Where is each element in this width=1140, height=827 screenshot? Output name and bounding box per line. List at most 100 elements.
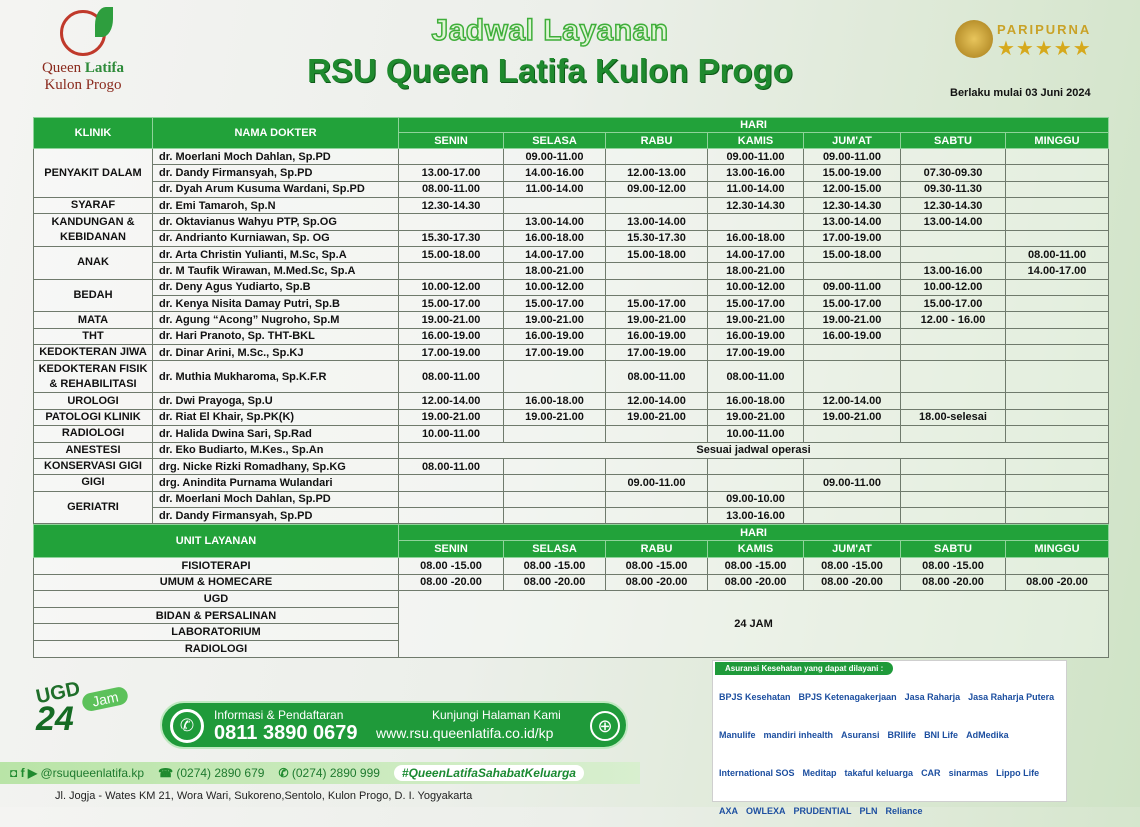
insurance-logo: sinarmas bbox=[948, 768, 989, 778]
schedule-cell bbox=[1004, 197, 1110, 215]
day-header: SELASA bbox=[503, 132, 606, 149]
doctor-name: dr. Hari Pranoto, Sp. THT-BKL bbox=[152, 327, 399, 346]
schedule-cell: 08.00 -15.00 bbox=[503, 557, 606, 575]
schedule-cell bbox=[900, 490, 1006, 508]
schedule-cell bbox=[503, 360, 606, 394]
schedule-cell: 11.00-14.00 bbox=[707, 180, 804, 199]
accreditation-label: PARIPURNA bbox=[997, 22, 1092, 37]
schedule-cell: 15.00-17.00 bbox=[398, 295, 504, 313]
table-row: KEDOKTERAN JIWA dr. Dinar Arini, M.Sc., S… bbox=[33, 344, 1110, 362]
schedule-cell: 17.00-19.00 bbox=[503, 344, 606, 362]
whatsapp-number[interactable]: 0811 3890 0679 bbox=[214, 722, 358, 744]
schedule-cell bbox=[900, 392, 1006, 410]
doctor-schedule-table: KLINIK NAMA DOKTER HARI SENIN SELASA RABU KAM… bbox=[33, 117, 1110, 525]
schedule-cell bbox=[803, 344, 901, 362]
insurance-logo: BRIlife bbox=[887, 730, 917, 740]
doctor-name: dr. Oktavianus Wahyu PTP, Sp.OG bbox=[152, 213, 399, 231]
schedule-cell bbox=[398, 490, 504, 508]
schedule-cell bbox=[803, 262, 901, 280]
schedule-cell bbox=[1004, 344, 1110, 362]
insurance-logo: BNI Life bbox=[924, 730, 959, 740]
doctor-name: dr. Dyah Arum Kusuma Wardani, Sp.PD bbox=[152, 180, 399, 199]
globe-icon: ⊕ bbox=[590, 711, 620, 741]
schedule-cell bbox=[707, 457, 804, 476]
insurance-logo: OWLEXA bbox=[746, 806, 786, 816]
day-header: MINGGU bbox=[1004, 540, 1110, 558]
schedule-cell bbox=[503, 197, 606, 215]
schedule-cell: 15.00-18.00 bbox=[398, 246, 504, 264]
day-header: SENIN bbox=[398, 132, 504, 149]
table-row: KONSERVASI GIGI drg. Nicke Rizki Romadhan… bbox=[33, 457, 1110, 476]
telephone-1[interactable]: (0274) 2890 679 bbox=[176, 766, 265, 780]
schedule-cell: 12.30-14.30 bbox=[803, 197, 901, 215]
insurance-logo: BPJS Kesehatan bbox=[719, 692, 791, 702]
schedule-cell: 09.00-11.00 bbox=[803, 278, 901, 297]
day-header: RABU bbox=[605, 540, 708, 558]
insurance-logo: takaful keluarga bbox=[844, 768, 914, 778]
schedule-cell: 08.00-11.00 bbox=[1004, 246, 1110, 264]
insurance-logo: Reliance bbox=[885, 806, 923, 816]
schedule-cell: 14.00-17.00 bbox=[1004, 262, 1110, 280]
schedule-cell bbox=[605, 147, 708, 166]
insurance-logo: AdMedika bbox=[966, 730, 1009, 740]
doctor-name: dr. Riat El Khair, Sp.PK(K) bbox=[152, 408, 399, 427]
table-row: KEDOKTERAN FISIK & REHABILITASI dr. Muthi… bbox=[33, 360, 1110, 394]
doctor-name: dr. Agung “Acong” Nugroho, Sp.M bbox=[152, 311, 399, 329]
schedule-cell bbox=[803, 457, 901, 476]
schedule-cell bbox=[900, 474, 1006, 492]
clinic-name: KANDUNGAN & KEBIDANAN bbox=[33, 213, 153, 248]
doctor-name: dr. M Taufik Wirawan, M.Med.Sc, Sp.A bbox=[152, 262, 399, 280]
schedule-cell bbox=[803, 490, 901, 508]
info-label: Informasi & Pendaftaran bbox=[214, 708, 344, 722]
page-title: RSU Queen Latifa Kulon Progo bbox=[307, 52, 793, 89]
schedule-cell: 08.00 -20.00 bbox=[398, 573, 504, 592]
schedule-cell: 15.00-17.00 bbox=[605, 295, 708, 313]
schedule-note: Sesuai jadwal operasi bbox=[397, 441, 1110, 459]
schedule-cell bbox=[1004, 557, 1110, 575]
schedule-cell: 15.00-17.00 bbox=[803, 295, 901, 313]
schedule-cell bbox=[803, 425, 901, 443]
schedule-cell: 09.00-11.00 bbox=[803, 474, 901, 492]
insurance-logo: AXA bbox=[719, 806, 739, 816]
schedule-cell: 18.00-21.00 bbox=[503, 262, 606, 280]
table-row: dr. Kenya Nisita Damay Putri, Sp.B 15.00-… bbox=[34, 295, 1110, 313]
insurance-logo: PLN bbox=[859, 806, 878, 816]
day-header: JUM'AT bbox=[803, 540, 901, 558]
schedule-cell: 08.00 -15.00 bbox=[707, 557, 804, 575]
schedule-cell bbox=[900, 425, 1006, 443]
schedule-cell bbox=[605, 490, 708, 508]
table-row: dr. Dandy Firmansyah, Sp.PD 13.00-16.00 bbox=[34, 506, 1110, 525]
unit-name: BIDAN & PERSALINAN bbox=[33, 606, 399, 625]
table-row: UMUM & HOMECARE 08.00 -20.00 08.00 -20.00 0… bbox=[33, 573, 1110, 592]
schedule-cell: 13.00-17.00 bbox=[398, 164, 504, 182]
schedule-cell bbox=[1004, 147, 1110, 166]
doctor-name: dr. Andrianto Kurniawan, Sp. OG bbox=[152, 229, 399, 248]
schedule-cell: 09.00-11.00 bbox=[707, 147, 804, 166]
schedule-cell: 15.00-18.00 bbox=[803, 246, 901, 264]
schedule-cell bbox=[398, 147, 504, 166]
website-link[interactable]: www.rsu.queenlatifa.co.id/kp bbox=[376, 725, 554, 741]
clinic-name: PENYAKIT DALAM bbox=[33, 147, 153, 199]
schedule-cell: 12.00-14.00 bbox=[605, 392, 708, 410]
effective-date: Berlaku mulai 03 Juni 2024 bbox=[950, 87, 1091, 99]
schedule-cell: 12.00-13.00 bbox=[605, 164, 708, 182]
schedule-cell bbox=[900, 229, 1006, 248]
schedule-cell: 17.00-19.00 bbox=[605, 344, 708, 362]
table-row: dr. M Taufik Wirawan, M.Med.Sc, Sp.A 18.0… bbox=[34, 262, 1110, 280]
schedule-cell bbox=[1004, 490, 1110, 508]
logo-text-accent: Latifa bbox=[84, 60, 125, 76]
schedule-cell: 12.00-14.00 bbox=[398, 392, 504, 410]
table-row: UROLOGI dr. Dwi Prayoga, Sp.U 12.00-14.00 1… bbox=[33, 392, 1110, 410]
table-row: dr. Dyah Arum Kusuma Wardani, Sp.PD 08.00… bbox=[34, 180, 1110, 199]
schedule-cell: 16.00-18.00 bbox=[707, 229, 804, 248]
schedule-cell: 16.00-18.00 bbox=[503, 392, 606, 410]
social-handle[interactable]: @rsuqueenlatifa.kp bbox=[40, 766, 145, 780]
schedule-cell bbox=[1004, 311, 1110, 329]
clinic-name: PATOLOGI KLINIK bbox=[33, 408, 153, 427]
doctor-name: dr. Muthia Mukharoma, Sp.K.F.R bbox=[152, 360, 399, 394]
telephone-2[interactable]: (0274) 2890 999 bbox=[291, 766, 380, 780]
table-row: PATOLOGI KLINIK dr. Riat El Khair, Sp.PK(… bbox=[33, 408, 1110, 427]
clinic-name: ANESTESI bbox=[33, 441, 153, 459]
unit-name: RADIOLOGI bbox=[33, 639, 399, 658]
schedule-cell bbox=[900, 327, 1006, 346]
